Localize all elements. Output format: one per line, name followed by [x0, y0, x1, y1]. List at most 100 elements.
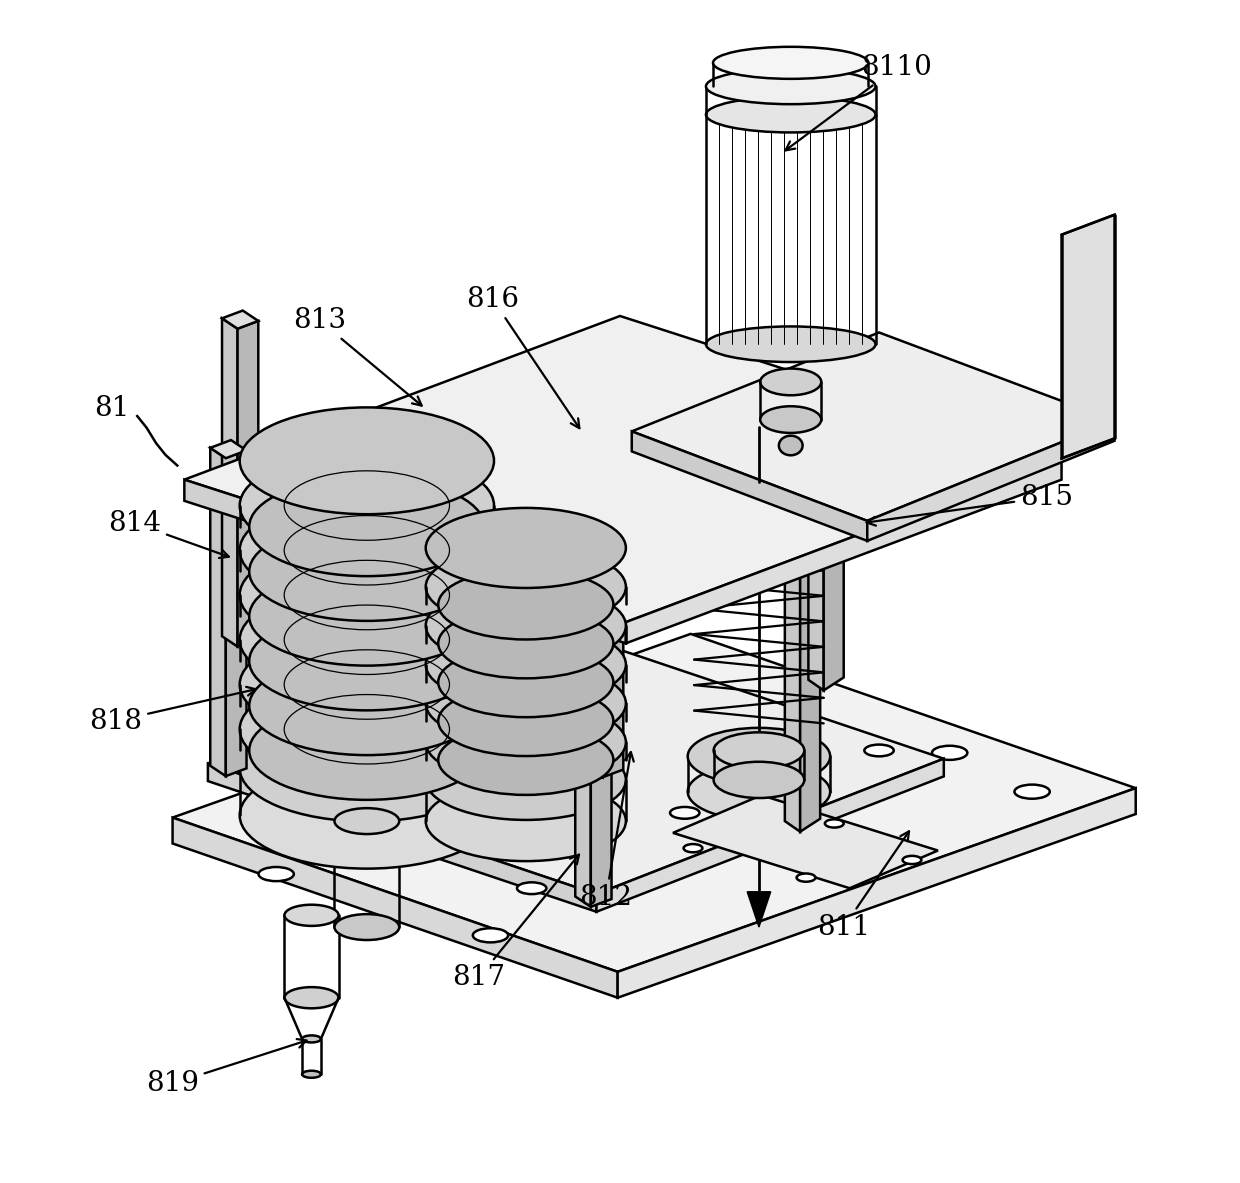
Polygon shape	[823, 360, 843, 691]
Ellipse shape	[713, 762, 805, 799]
Ellipse shape	[249, 477, 485, 576]
Text: 811: 811	[817, 832, 909, 940]
Ellipse shape	[779, 435, 802, 455]
Ellipse shape	[425, 508, 626, 588]
Ellipse shape	[903, 855, 921, 864]
Polygon shape	[172, 634, 1136, 971]
Polygon shape	[800, 500, 820, 832]
Ellipse shape	[688, 728, 830, 784]
Ellipse shape	[688, 465, 830, 522]
Ellipse shape	[706, 97, 875, 132]
Polygon shape	[867, 421, 1115, 541]
Text: 815: 815	[867, 484, 1073, 525]
Ellipse shape	[239, 762, 494, 868]
Ellipse shape	[249, 522, 485, 621]
Ellipse shape	[239, 407, 494, 515]
Ellipse shape	[239, 715, 494, 821]
Ellipse shape	[335, 914, 399, 940]
Ellipse shape	[258, 809, 288, 821]
Ellipse shape	[760, 406, 821, 433]
Polygon shape	[587, 450, 603, 777]
Ellipse shape	[864, 744, 894, 756]
Ellipse shape	[239, 452, 494, 558]
Ellipse shape	[249, 702, 485, 800]
Polygon shape	[222, 318, 238, 647]
Polygon shape	[185, 316, 1061, 622]
Ellipse shape	[239, 542, 494, 648]
Polygon shape	[673, 795, 937, 888]
Polygon shape	[185, 479, 626, 644]
Ellipse shape	[249, 567, 485, 666]
Polygon shape	[603, 452, 624, 777]
Ellipse shape	[303, 1035, 321, 1042]
Ellipse shape	[932, 745, 967, 759]
Ellipse shape	[239, 497, 494, 603]
Polygon shape	[208, 763, 596, 912]
Ellipse shape	[438, 686, 614, 756]
Polygon shape	[211, 440, 247, 458]
Text: 816: 816	[466, 286, 579, 428]
Ellipse shape	[425, 739, 626, 820]
Ellipse shape	[688, 763, 830, 820]
Polygon shape	[222, 311, 258, 329]
Polygon shape	[626, 459, 1061, 644]
Ellipse shape	[258, 867, 294, 881]
Polygon shape	[238, 321, 258, 647]
Ellipse shape	[239, 631, 494, 738]
Ellipse shape	[303, 1071, 321, 1078]
Polygon shape	[211, 448, 226, 776]
Text: 81: 81	[94, 395, 129, 422]
Ellipse shape	[706, 327, 875, 362]
Text: 8110: 8110	[785, 54, 932, 150]
Text: 818: 818	[89, 687, 255, 735]
Ellipse shape	[796, 873, 816, 881]
Polygon shape	[587, 441, 624, 459]
Ellipse shape	[425, 664, 626, 743]
Polygon shape	[575, 578, 590, 907]
Ellipse shape	[713, 47, 868, 79]
Ellipse shape	[284, 905, 339, 926]
Polygon shape	[631, 432, 867, 541]
Ellipse shape	[438, 647, 614, 717]
Polygon shape	[618, 788, 1136, 997]
Polygon shape	[575, 570, 611, 589]
Polygon shape	[1061, 215, 1115, 459]
Polygon shape	[208, 628, 944, 894]
Polygon shape	[631, 332, 1115, 521]
Ellipse shape	[425, 625, 626, 705]
Ellipse shape	[438, 725, 614, 795]
Text: 812: 812	[579, 752, 634, 911]
Ellipse shape	[517, 883, 547, 894]
Polygon shape	[596, 758, 944, 912]
Polygon shape	[226, 451, 247, 776]
Polygon shape	[590, 581, 611, 907]
Ellipse shape	[708, 826, 744, 840]
Ellipse shape	[425, 703, 626, 782]
Ellipse shape	[425, 586, 626, 666]
Ellipse shape	[425, 547, 626, 627]
Ellipse shape	[825, 820, 843, 828]
Polygon shape	[172, 817, 618, 997]
Text: 819: 819	[146, 1039, 306, 1097]
Ellipse shape	[284, 987, 339, 1008]
Ellipse shape	[760, 369, 821, 395]
Ellipse shape	[706, 69, 875, 104]
Polygon shape	[808, 362, 823, 691]
Ellipse shape	[438, 608, 614, 678]
Ellipse shape	[239, 675, 494, 783]
Ellipse shape	[683, 843, 702, 852]
Ellipse shape	[249, 657, 485, 755]
Text: 817: 817	[453, 854, 579, 991]
Text: 813: 813	[293, 308, 422, 406]
Ellipse shape	[335, 808, 399, 834]
Polygon shape	[748, 892, 771, 927]
Ellipse shape	[1014, 784, 1050, 799]
Text: 814: 814	[108, 510, 229, 558]
Polygon shape	[785, 503, 800, 832]
Ellipse shape	[249, 612, 485, 710]
Ellipse shape	[239, 587, 494, 693]
Ellipse shape	[713, 732, 805, 769]
Ellipse shape	[438, 569, 614, 640]
Ellipse shape	[425, 781, 626, 861]
Ellipse shape	[670, 807, 699, 819]
